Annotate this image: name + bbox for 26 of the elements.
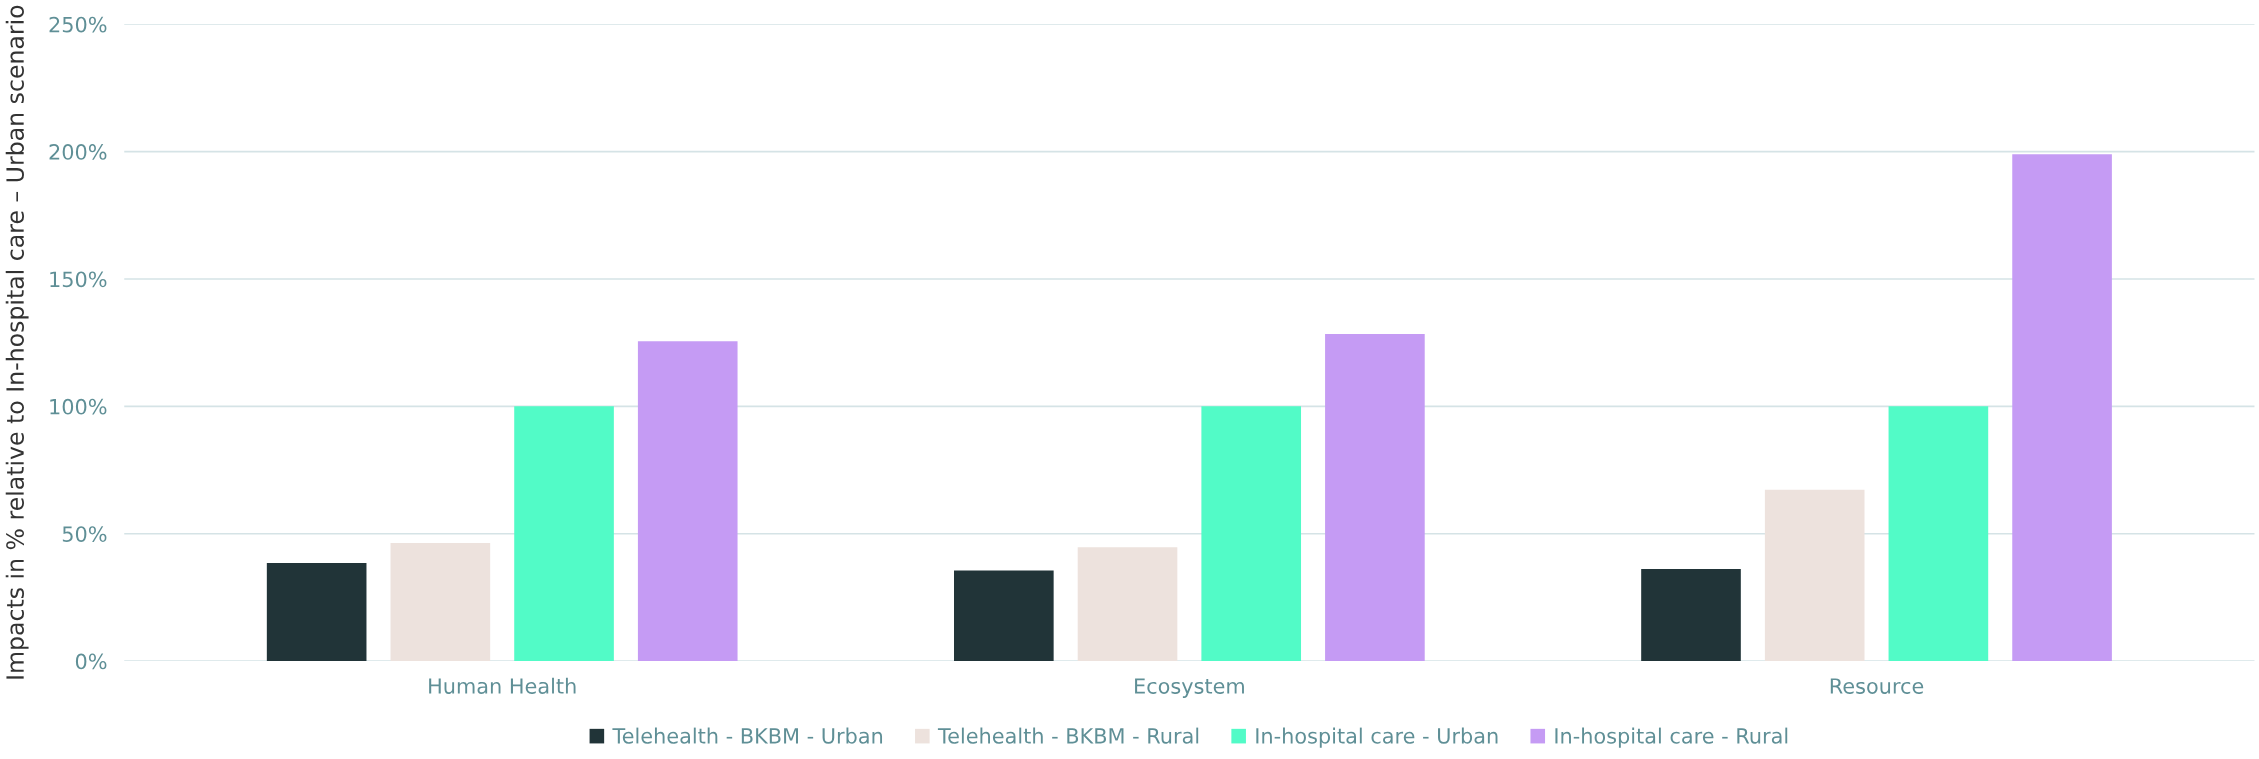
y-tick-label: 50% <box>62 526 107 542</box>
bar <box>514 406 614 662</box>
legend-label: Telehealth - BKBM - Rural <box>937 727 1199 744</box>
y-tick-label: 100% <box>50 398 107 415</box>
bar <box>1325 334 1425 662</box>
bar <box>954 570 1054 662</box>
legend-label: In-hospital care - Rural <box>1555 727 1788 748</box>
bar <box>1764 489 1865 662</box>
bar <box>1077 547 1178 662</box>
bar <box>637 341 738 662</box>
x-tick-label: Resource <box>1830 678 1924 694</box>
bar <box>266 563 367 662</box>
bar <box>1201 406 1302 662</box>
y-tick-label: 0% <box>75 653 107 670</box>
y-tick-label: 200% <box>49 144 107 160</box>
bar <box>1888 406 1989 662</box>
bar <box>2012 154 2112 662</box>
legend-label: In-hospital care - Urban <box>1256 727 1498 748</box>
legend-label: Telehealth - BKBM - Urban <box>612 727 883 744</box>
bar <box>1641 568 1741 662</box>
x-tick-label: Human Health <box>429 677 576 694</box>
y-axis-title: Impacts in % relative to In-hospital care – Urban scenario <box>5 5 29 679</box>
y-tick-label: 150% <box>50 271 107 288</box>
x-tick-label: Ecosystem <box>1135 678 1244 698</box>
bar <box>390 542 491 662</box>
y-tick-label: 250% <box>49 16 107 33</box>
